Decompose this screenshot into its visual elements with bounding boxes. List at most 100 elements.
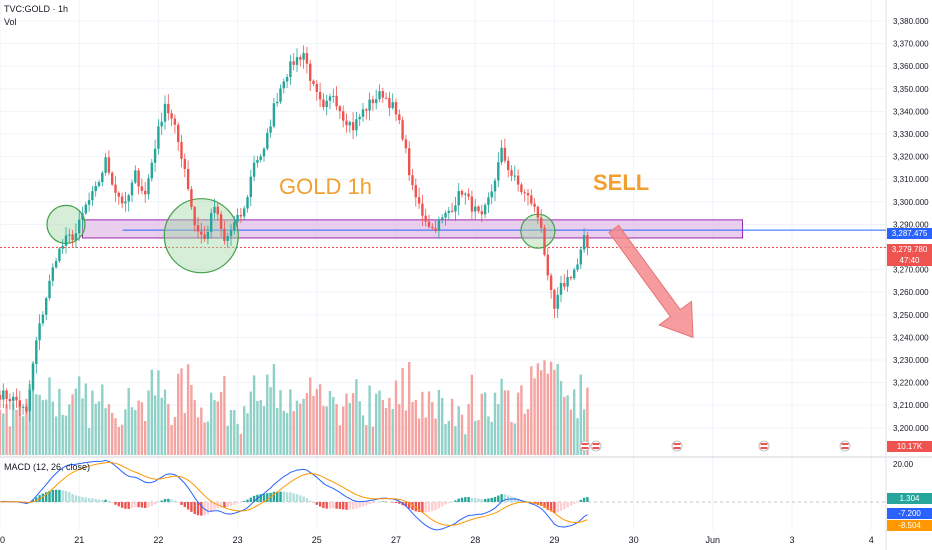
- macd-histogram-bar: [342, 502, 345, 510]
- volume-bar: [229, 410, 233, 455]
- macd-histogram-bar: [391, 502, 394, 503]
- candle-body: [576, 264, 579, 270]
- macd-histogram-bar: [582, 497, 586, 502]
- volume-bar: [31, 361, 35, 455]
- candle-body: [256, 160, 259, 163]
- volume-bar: [127, 388, 130, 455]
- candle-body: [549, 275, 553, 291]
- candle-body: [556, 294, 559, 309]
- signal-line-label: -8.504: [887, 520, 932, 531]
- macd-histogram-bar: [345, 502, 348, 510]
- time-tick-label: 3: [789, 535, 794, 545]
- candle-body: [309, 63, 312, 81]
- candle-body: [236, 214, 239, 223]
- candle-body: [325, 100, 328, 108]
- volume-bar: [94, 403, 97, 455]
- price-tick-label: 3,220.000: [893, 379, 929, 388]
- candlesticks: [0, 45, 589, 422]
- candle-body: [424, 215, 427, 222]
- volume-bar: [309, 377, 312, 455]
- macd-histogram-bar: [107, 500, 111, 502]
- event-flag-stripe: [592, 443, 600, 445]
- volume-bar: [388, 397, 391, 455]
- volume-bar: [559, 381, 563, 455]
- volume-bar: [51, 401, 54, 455]
- candle-body: [48, 280, 51, 299]
- macd-histogram-bar: [586, 497, 589, 502]
- candle-body: [483, 204, 487, 215]
- candle-body: [510, 170, 513, 176]
- volume-bar: [183, 413, 186, 455]
- candle-body: [421, 203, 424, 216]
- macd-histogram-bar: [318, 502, 322, 507]
- volume-bar: [71, 394, 74, 455]
- macd-histogram-bar: [150, 502, 153, 506]
- volume-bar: [206, 421, 210, 455]
- volume-bar: [124, 409, 127, 455]
- candle-body: [358, 116, 361, 120]
- macd-histogram-bar: [196, 502, 200, 516]
- volume-bar: [348, 403, 351, 455]
- macd-histogram-bar: [91, 498, 94, 502]
- macd-histogram-bar: [87, 498, 91, 502]
- symbol-legend[interactable]: TVC:GOLD · 1h: [4, 4, 69, 14]
- volume-bar: [533, 378, 536, 455]
- volume-bar: [335, 404, 338, 455]
- candle-body: [140, 186, 144, 191]
- price-tick-label: 3,310.000: [893, 175, 929, 184]
- candle-body: [21, 406, 25, 408]
- macd-histogram-bar: [147, 502, 150, 508]
- candle-body: [365, 109, 368, 111]
- volume-bar: [15, 409, 18, 455]
- volume-bar: [460, 414, 464, 455]
- volume-bar: [526, 409, 530, 455]
- candle-body: [216, 206, 219, 215]
- macd-histogram-bar: [477, 498, 480, 502]
- volume-bar: [259, 399, 262, 455]
- time-tick-label: Jun: [706, 535, 721, 545]
- macd-legend[interactable]: MACD (12, 26, close): [4, 462, 91, 472]
- time-tick-label: 4: [869, 535, 874, 545]
- volume-bar: [243, 406, 246, 455]
- volume-value-label: 10.17K: [887, 441, 932, 452]
- macd-histogram-bar: [421, 502, 424, 513]
- time-axis: 20 21 22 23 25 27 28 29 30 Jun 3 4: [0, 535, 874, 545]
- volume-bar: [289, 389, 292, 455]
- volume-bar: [210, 392, 213, 455]
- macd-histogram-bar: [467, 496, 470, 502]
- macd-histogram-bar: [431, 502, 434, 512]
- candle-body: [457, 191, 460, 206]
- candle-body: [378, 91, 381, 100]
- macd-histogram-bar: [335, 502, 338, 509]
- macd-histogram-bar: [556, 502, 559, 513]
- volume-bar: [368, 385, 371, 455]
- candle-body: [259, 156, 262, 161]
- candle-body: [35, 340, 38, 364]
- candle-body: [526, 192, 530, 196]
- volume-bar: [437, 390, 441, 455]
- volume-legend[interactable]: Vol: [4, 17, 17, 27]
- volume-bar: [170, 424, 173, 455]
- volume-bar: [497, 404, 500, 455]
- volume-bar: [269, 387, 272, 455]
- volume-bar: [520, 385, 523, 455]
- candle-body: [497, 162, 500, 181]
- volume-bar: [477, 420, 480, 455]
- volume-bar: [64, 415, 68, 455]
- macd-histogram-bar: [302, 496, 305, 502]
- volume-bar: [375, 393, 378, 455]
- volume-bar: [196, 417, 200, 455]
- candle-body: [348, 122, 351, 126]
- candle-body: [315, 84, 318, 92]
- volume-bar: [104, 408, 107, 455]
- candle-body: [167, 103, 170, 114]
- volume-bar: [137, 400, 140, 455]
- candle-body: [117, 192, 120, 197]
- macd-histogram-bar: [140, 502, 144, 508]
- candle-body: [94, 185, 97, 192]
- price-tick-label: 3,330.000: [893, 130, 929, 139]
- macd-top-tick: 20.00: [893, 460, 914, 469]
- candle-body: [569, 276, 573, 279]
- candle-body: [74, 233, 78, 240]
